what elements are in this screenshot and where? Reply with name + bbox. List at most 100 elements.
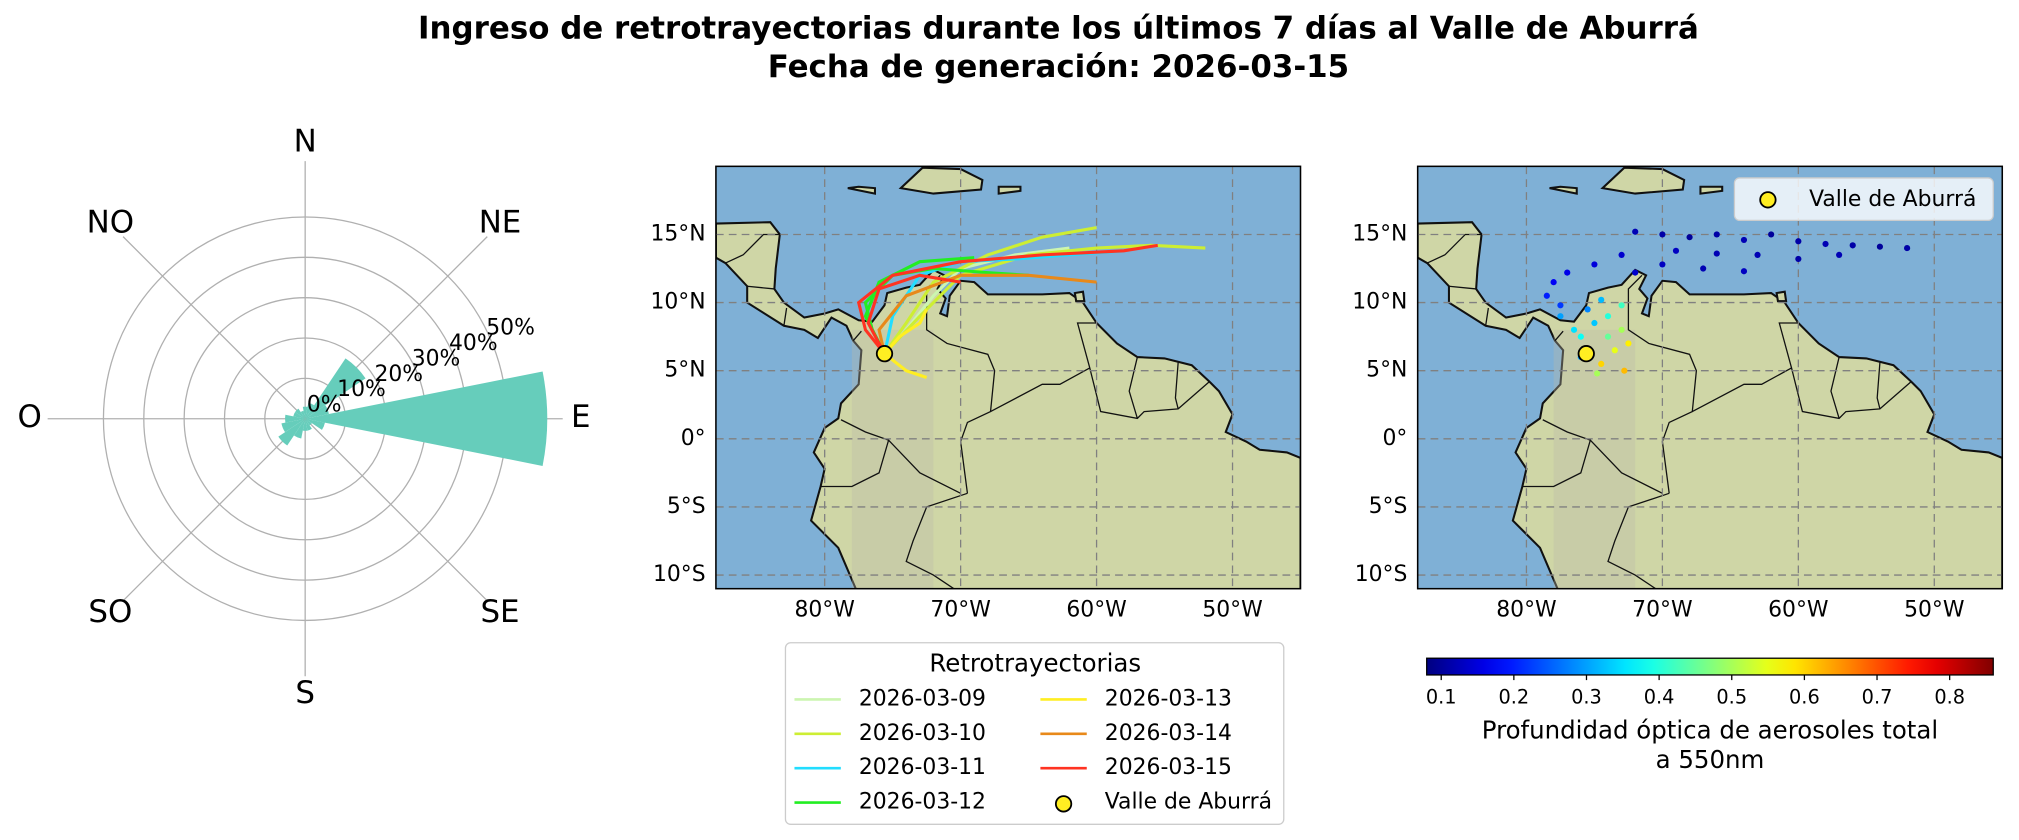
colorbar-tick-label: 0.6 (1789, 686, 1820, 709)
aod-point (1904, 244, 1911, 252)
aod-point (1604, 313, 1612, 320)
y-tick-label: 10°N (650, 290, 705, 315)
direction-label: NO (87, 204, 134, 240)
colorbar-tick-label: 0.8 (1934, 686, 1965, 709)
valle-marker (875, 345, 894, 363)
x-tick-label: 70°W (1632, 598, 1692, 623)
country-border (1790, 367, 1912, 420)
rose-bar (293, 418, 306, 439)
land (997, 185, 1022, 195)
legend-title: Retrotrayectorias (929, 649, 1141, 678)
y-tick-label: 5°N (664, 358, 705, 383)
aod-point (1604, 333, 1612, 340)
aod-point (1570, 326, 1578, 333)
country-border (747, 285, 775, 290)
direction-label: S (295, 675, 315, 711)
radial-tick-label: 50% (486, 315, 535, 340)
rose-bar (281, 418, 306, 433)
rose-bar (305, 402, 315, 419)
colorbar-label: a 550nm (1656, 745, 1765, 774)
y-tick-label: 10°N (1352, 290, 1407, 315)
rose-bar (305, 405, 329, 419)
y-tick-label: 10°S (1355, 562, 1408, 587)
legend-marker (1759, 191, 1777, 209)
x-tick-label: 80°W (1496, 598, 1556, 623)
legend-box (784, 642, 1285, 825)
aod-point (1836, 251, 1843, 258)
map-area (715, 166, 1301, 589)
aod-point (1700, 265, 1707, 272)
direction-label: E (571, 399, 591, 435)
andes-shade (851, 329, 934, 589)
aod-point (1659, 231, 1666, 238)
country-border (1448, 285, 1477, 290)
country-border (1589, 439, 1663, 494)
rose-bar (305, 371, 548, 466)
country-border (1174, 362, 1179, 409)
rose-bar (305, 358, 366, 419)
trajectory (883, 308, 929, 355)
legend: Valle de Aburrá (1733, 177, 1994, 222)
rose-bar (300, 410, 306, 419)
aod-point (1740, 268, 1748, 275)
aod-point (1584, 306, 1591, 313)
country-border (1522, 419, 1592, 488)
aod-point (1876, 243, 1883, 250)
radial-tick-label: 20% (374, 362, 423, 387)
x-tick-label: 60°W (1768, 598, 1828, 623)
country-border (852, 330, 862, 342)
aod-point (1594, 370, 1601, 377)
rose-bar (293, 411, 306, 419)
angular-grid-line (122, 418, 306, 602)
rose-bar (278, 418, 306, 446)
aod-point (1577, 333, 1584, 340)
aod-point (1768, 231, 1775, 238)
aod-point (1618, 251, 1625, 258)
rose-bar (284, 414, 306, 423)
colorbar (1426, 657, 1994, 676)
aod-point (1591, 319, 1598, 327)
rose-bar (305, 418, 312, 431)
trajectory (866, 273, 961, 355)
aod-point (1713, 250, 1720, 257)
colorbar-tick-label: 0.3 (1571, 686, 1602, 709)
colorbar-tick-label: 0.5 (1716, 686, 1747, 709)
rose-bar (302, 418, 308, 431)
radial-tick-label: 0% (307, 393, 342, 418)
aod-point (1618, 302, 1625, 309)
direction-label: NE (479, 204, 522, 240)
country-border (1876, 362, 1881, 409)
direction-label: SE (480, 594, 519, 630)
legend-label: 2026-03-12 (859, 790, 986, 815)
legend-label: Valle de Aburrá (1809, 187, 1976, 212)
country-border (1607, 492, 1670, 589)
land (1549, 185, 1578, 195)
y-tick-label: 0° (681, 426, 706, 451)
country-border (888, 439, 961, 494)
x-tick-label: 50°W (1202, 598, 1262, 623)
angular-grid-line (304, 418, 488, 602)
map-area (1417, 166, 2003, 589)
country-border (820, 419, 890, 488)
legend-label: Valle de Aburrá (1105, 790, 1272, 815)
aod-point (1822, 240, 1829, 248)
land (1417, 221, 2003, 589)
aod-point (1625, 340, 1632, 347)
aod-point (1557, 302, 1564, 309)
trajectory (877, 273, 1097, 355)
rose-bar (302, 406, 308, 419)
country-border (1128, 356, 1138, 419)
land (1600, 166, 1686, 195)
legend-box (1733, 177, 1994, 222)
colorbar-label: Profundidad óptica de aerosoles total (1482, 716, 1938, 745)
country-border (1485, 307, 1490, 326)
land (898, 166, 984, 195)
x-tick-label: 60°W (1066, 598, 1126, 623)
valle-marker (1577, 345, 1595, 363)
map-frame (715, 165, 1302, 590)
y-tick-label: 15°N (1352, 221, 1407, 246)
legend-label: 2026-03-11 (859, 755, 986, 780)
colorbar-tick-label: 0.7 (1862, 686, 1893, 709)
